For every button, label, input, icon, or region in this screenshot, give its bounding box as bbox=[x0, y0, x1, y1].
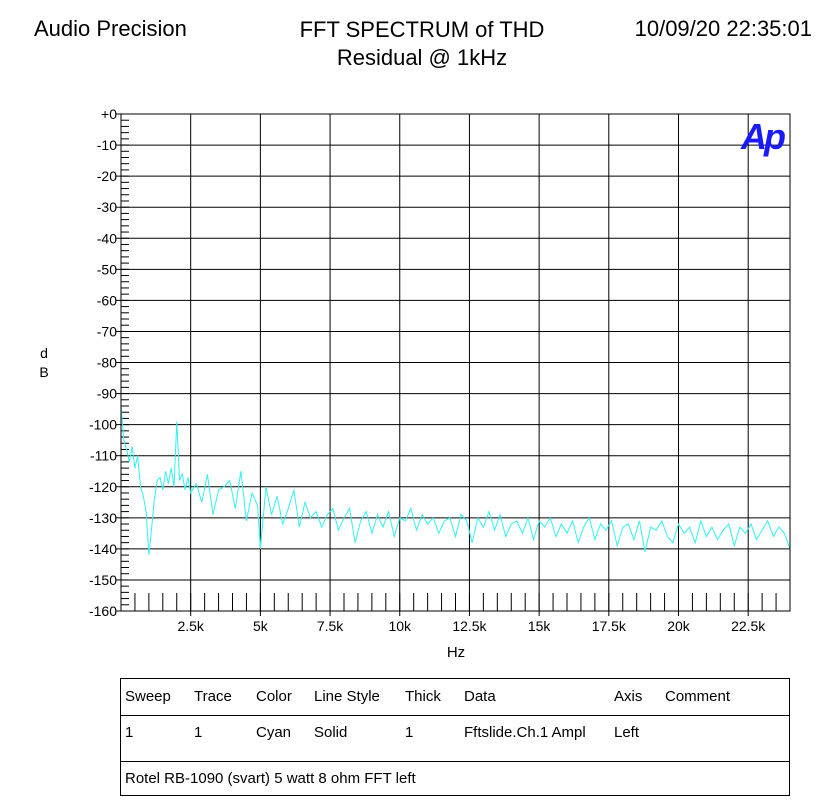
y-tick-label: -120 bbox=[89, 479, 117, 495]
y-tick-label: +0 bbox=[101, 106, 117, 122]
series-trace-line bbox=[120, 405, 791, 556]
chart-title-line2: Residual @ 1kHz bbox=[336, 45, 508, 70]
legend-cell-data: Fftslide.Ch.1 Ampl bbox=[464, 724, 586, 741]
x-tick-label: 5k bbox=[253, 618, 269, 634]
y-tick-label: -50 bbox=[97, 261, 117, 277]
legend-header-trace: Trace bbox=[194, 688, 232, 705]
y-tick-label: -130 bbox=[89, 510, 117, 526]
x-tick-labels: 2.5k 5k 7.5k 10k 12.5k 15k 17.5k 20k 22.5k bbox=[177, 618, 766, 634]
legend-header-data: Data bbox=[464, 688, 496, 705]
legend-cell-axis: Left bbox=[614, 724, 640, 741]
x-tick-label: 20k bbox=[667, 618, 691, 634]
chart-area: +0 -10 -20 -30 -40 -50 -60 -70 -80 -90 -100 -110 -12… bbox=[39, 106, 791, 661]
y-tick-label: -80 bbox=[97, 355, 117, 371]
y-tick-label: -40 bbox=[97, 230, 117, 246]
y-axis-label-b: B bbox=[39, 364, 48, 380]
y-tick-label: -100 bbox=[89, 417, 117, 433]
legend-header-linestyle: Line Style bbox=[314, 688, 380, 705]
x-tick-label: 7.5k bbox=[317, 618, 344, 634]
x-tick-label: 12.5k bbox=[452, 618, 487, 634]
x-axis-label: Hz bbox=[447, 644, 465, 661]
x-tick-label: 10k bbox=[388, 618, 412, 634]
legend-header-axis: Axis bbox=[614, 688, 643, 705]
legend-cell-trace: 1 bbox=[194, 724, 203, 741]
legend-cell-linestyle: Solid bbox=[314, 724, 348, 741]
legend-data-row: 1 1 Cyan Solid 1 Fftslide.Ch.1 Ampl Left bbox=[121, 715, 789, 751]
legend-cell-thick: 1 bbox=[405, 724, 414, 741]
y-axis-label-d: d bbox=[40, 345, 48, 361]
x-tick-label: 15k bbox=[528, 618, 552, 634]
legend-header-thick: Thick bbox=[405, 688, 441, 705]
y-tick-label: -20 bbox=[97, 168, 117, 184]
y-tick-label: -10 bbox=[97, 137, 117, 153]
legend-header-comment: Comment bbox=[665, 688, 731, 705]
y-tick-labels: +0 -10 -20 -30 -40 -50 -60 -70 -80 -90 -100 -110 -12… bbox=[89, 106, 117, 619]
legend-header-sweep: Sweep bbox=[125, 688, 171, 705]
ap-logo: Ap bbox=[740, 116, 785, 157]
grid bbox=[116, 113, 790, 616]
chart-title: FFT SPECTRUM of THD Residual @ 1kHz bbox=[260, 16, 584, 72]
y-tick-label: -30 bbox=[97, 199, 117, 215]
y-tick-label: -60 bbox=[97, 292, 117, 308]
header-datetime: 10/09/20 22:35:01 bbox=[634, 16, 812, 41]
x-tick-label: 17.5k bbox=[592, 618, 627, 634]
y-tick-label: -110 bbox=[90, 448, 117, 464]
legend-header-row: Sweep Trace Color Line Style Thick Data … bbox=[121, 679, 789, 715]
plot-frame bbox=[120, 113, 791, 612]
y-tick-label: -90 bbox=[97, 386, 117, 402]
y-tick-label: -70 bbox=[97, 323, 117, 339]
header-left-label: Audio Precision bbox=[34, 16, 187, 41]
chart-title-line1: FFT SPECTRUM of THD bbox=[299, 17, 545, 42]
x-tick-label: 22.5k bbox=[731, 618, 766, 634]
legend-header-color: Color bbox=[256, 688, 292, 705]
x-tick-label: 2.5k bbox=[177, 618, 204, 634]
legend-divider bbox=[121, 715, 789, 716]
minor-ticks bbox=[121, 113, 777, 612]
y-tick-label: -160 bbox=[89, 603, 117, 619]
legend-table: Sweep Trace Color Line Style Thick Data … bbox=[120, 678, 790, 796]
legend-cell-color: Cyan bbox=[256, 724, 292, 741]
legend-footer-comment: Rotel RB-1090 (svart) 5 watt 8 ohm FFT l… bbox=[125, 770, 416, 787]
y-tick-label: -140 bbox=[89, 541, 117, 557]
legend-divider-2 bbox=[121, 761, 789, 762]
legend-cell-sweep: 1 bbox=[125, 724, 134, 741]
y-tick-label: -150 bbox=[89, 572, 117, 588]
